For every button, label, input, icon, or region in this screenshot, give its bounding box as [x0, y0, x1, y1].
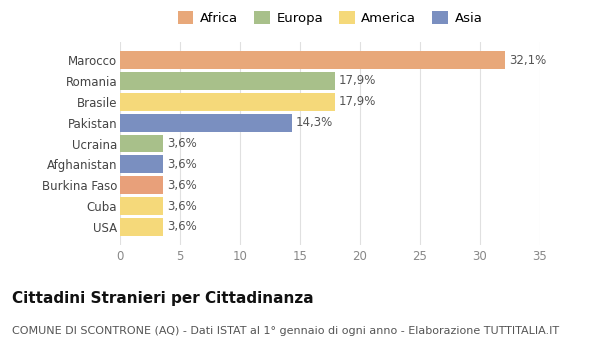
Bar — [120, 51, 505, 69]
Bar — [120, 176, 163, 194]
Bar — [120, 72, 335, 90]
Text: 14,3%: 14,3% — [295, 116, 332, 129]
Text: 17,9%: 17,9% — [338, 95, 376, 108]
Text: 3,6%: 3,6% — [167, 158, 197, 171]
Bar — [120, 135, 163, 152]
Bar — [120, 93, 335, 111]
Bar — [120, 155, 163, 173]
Bar — [120, 114, 292, 132]
Text: 17,9%: 17,9% — [338, 75, 376, 88]
Text: 32,1%: 32,1% — [509, 54, 546, 66]
Text: 3,6%: 3,6% — [167, 179, 197, 192]
Text: 3,6%: 3,6% — [167, 220, 197, 233]
Bar — [120, 197, 163, 215]
Bar — [120, 218, 163, 236]
Legend: Africa, Europa, America, Asia: Africa, Europa, America, Asia — [175, 8, 485, 28]
Text: 3,6%: 3,6% — [167, 137, 197, 150]
Text: COMUNE DI SCONTRONE (AQ) - Dati ISTAT al 1° gennaio di ogni anno - Elaborazione : COMUNE DI SCONTRONE (AQ) - Dati ISTAT al… — [12, 326, 559, 336]
Text: 3,6%: 3,6% — [167, 199, 197, 212]
Text: Cittadini Stranieri per Cittadinanza: Cittadini Stranieri per Cittadinanza — [12, 290, 314, 306]
